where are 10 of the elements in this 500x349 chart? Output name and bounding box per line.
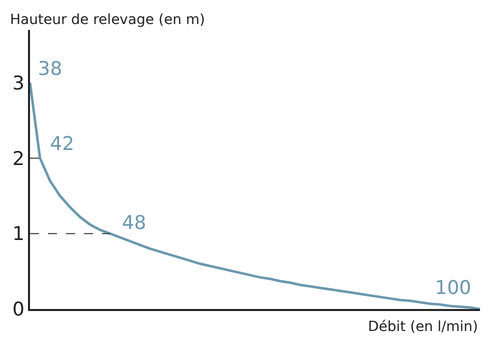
annotation: 42 [50,133,74,155]
y-tick-label: 3 [12,72,24,94]
y-tick-label: 0 [12,298,24,321]
annotation: 38 [38,58,62,80]
y-axis-title: Hauteur de relevage (en m) [10,12,205,28]
annotation: 48 [122,212,146,234]
y-tick-label: 2 [12,148,24,170]
annotation: 100 [435,277,472,299]
x-axis-title: Débit (en l/min) [368,319,478,335]
y-tick-label: 1 [12,223,24,246]
